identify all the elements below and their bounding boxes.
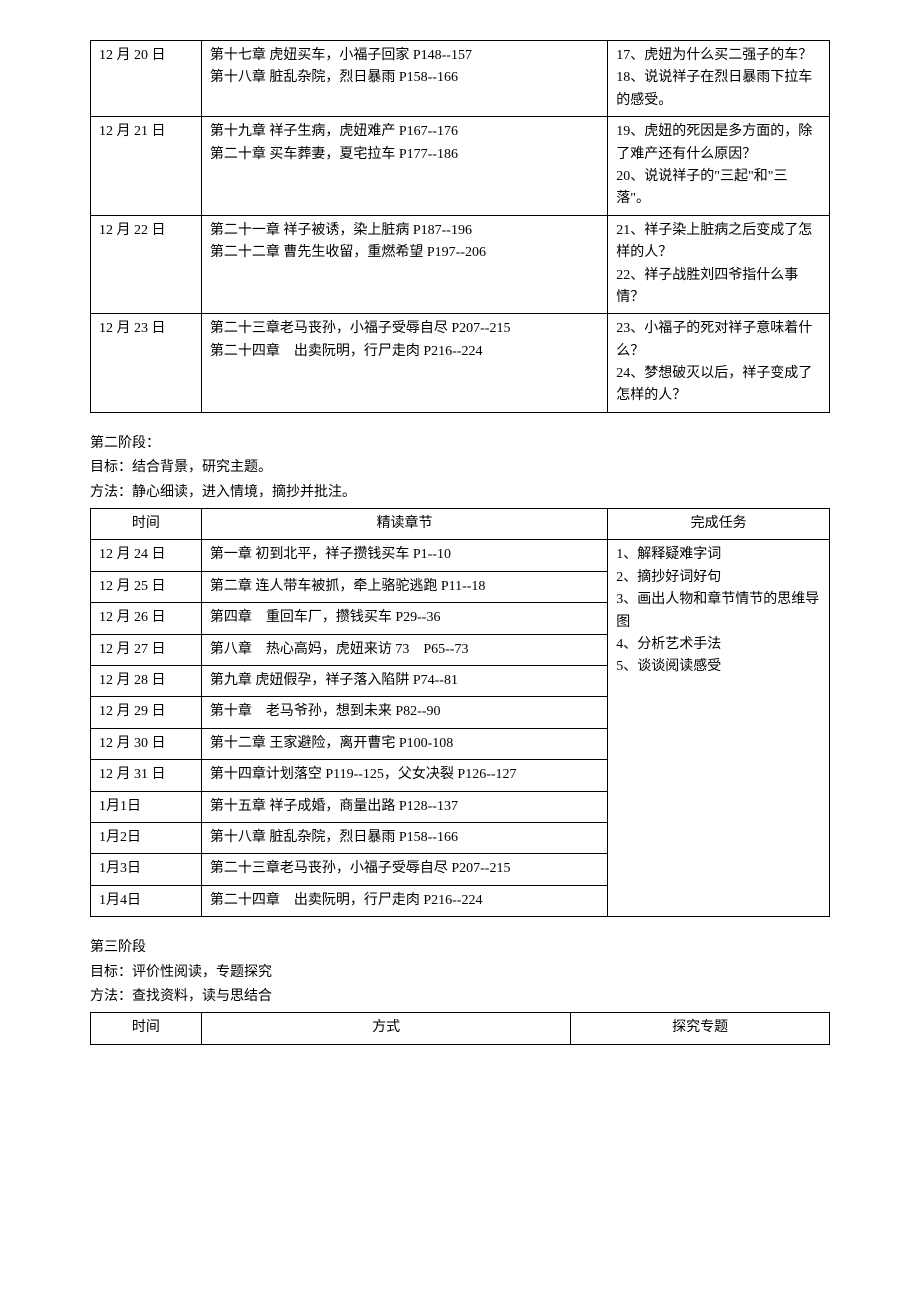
date-cell: 1月4日 (91, 885, 202, 916)
section-2-method: 方法：静心细读，进入情境，摘抄并批注。 (90, 482, 830, 504)
section-2-goal: 目标：结合背景，研究主题。 (90, 457, 830, 479)
table-row: 12 月 21 日第十九章 祥子生病，虎妞难产 P167--176第二十章 买车… (91, 117, 830, 216)
table-row: 12 月 20 日第十七章 虎妞买车，小福子回家 P148--157第十八章 脏… (91, 41, 830, 117)
date-cell: 12 月 30 日 (91, 728, 202, 759)
content-cell: 第十四章计划落空 P119--125，父女决裂 P126--127 (201, 760, 607, 791)
content-cell: 第二十三章老马丧孙，小福子受辱自尽 P207--215第二十四章 出卖阮明，行尸… (201, 314, 607, 413)
section-3-goal: 目标：评价性阅读，专题探究 (90, 962, 830, 984)
task-cell: 19、虎妞的死因是多方面的，除了难产还有什么原因？20、说说祥子的"三起"和"三… (608, 117, 830, 216)
content-cell: 第十二章 王家避险，离开曹宅 P100-108 (201, 728, 607, 759)
date-cell: 1月1日 (91, 791, 202, 822)
reading-plan-table-2: 时间 精读章节 完成任务 12 月 24 日第一章 初到北平，祥子攒钱买车 P1… (90, 508, 830, 917)
header-task: 完成任务 (608, 509, 830, 540)
header-topic: 探究专题 (571, 1013, 830, 1044)
date-cell: 12 月 26 日 (91, 603, 202, 634)
table-row: 12 月 24 日第一章 初到北平，祥子攒钱买车 P1--101、解释疑难字词2… (91, 540, 830, 571)
header-date: 时间 (91, 1013, 202, 1044)
content-cell: 第十章 老马爷孙，想到未来 P82--90 (201, 697, 607, 728)
date-cell: 12 月 28 日 (91, 665, 202, 696)
content-cell: 第九章 虎妞假孕，祥子落入陷阱 P74--81 (201, 665, 607, 696)
reading-plan-table-1: 12 月 20 日第十七章 虎妞买车，小福子回家 P148--157第十八章 脏… (90, 40, 830, 413)
date-cell: 12 月 31 日 (91, 760, 202, 791)
table-row: 12 月 23 日第二十三章老马丧孙，小福子受辱自尽 P207--215第二十四… (91, 314, 830, 413)
reading-plan-table-3: 时间 方式 探究专题 (90, 1012, 830, 1044)
content-cell: 第十五章 祥子成婚，商量出路 P128--137 (201, 791, 607, 822)
date-cell: 12 月 29 日 (91, 697, 202, 728)
date-cell: 12 月 21 日 (91, 117, 202, 216)
date-cell: 12 月 25 日 (91, 571, 202, 602)
date-cell: 12 月 24 日 (91, 540, 202, 571)
task-cell: 23、小福子的死对祥子意味着什么？24、梦想破灭以后，祥子变成了怎样的人？ (608, 314, 830, 413)
section-3-intro: 第三阶段 目标：评价性阅读，专题探究 方法：查找资料，读与思结合 (90, 937, 830, 1008)
content-cell: 第八章 热心高妈，虎妞来访 73 P65--73 (201, 634, 607, 665)
header-content: 精读章节 (201, 509, 607, 540)
section-2-title: 第二阶段： (90, 433, 830, 455)
date-cell: 1月3日 (91, 854, 202, 885)
section-3-method: 方法：查找资料，读与思结合 (90, 986, 830, 1008)
date-cell: 12 月 20 日 (91, 41, 202, 117)
date-cell: 12 月 22 日 (91, 215, 202, 314)
table-header-row: 时间 方式 探究专题 (91, 1013, 830, 1044)
date-cell: 12 月 27 日 (91, 634, 202, 665)
task-cell: 17、虎妞为什么买二强子的车？18、说说祥子在烈日暴雨下拉车的感受。 (608, 41, 830, 117)
date-cell: 1月2日 (91, 822, 202, 853)
task-cell: 21、祥子染上脏病之后变成了怎样的人？22、祥子战胜刘四爷指什么事情？ (608, 215, 830, 314)
content-cell: 第十八章 脏乱杂院，烈日暴雨 P158--166 (201, 822, 607, 853)
content-cell: 第四章 重回车厂，攒钱买车 P29--36 (201, 603, 607, 634)
content-cell: 第二十一章 祥子被诱，染上脏病 P187--196第二十二章 曹先生收留，重燃希… (201, 215, 607, 314)
content-cell: 第十七章 虎妞买车，小福子回家 P148--157第十八章 脏乱杂院，烈日暴雨 … (201, 41, 607, 117)
content-cell: 第二十四章 出卖阮明，行尸走肉 P216--224 (201, 885, 607, 916)
table-header-row: 时间 精读章节 完成任务 (91, 509, 830, 540)
header-method: 方式 (201, 1013, 571, 1044)
content-cell: 第十九章 祥子生病，虎妞难产 P167--176第二十章 买车葬妻，夏宅拉车 P… (201, 117, 607, 216)
content-cell: 第一章 初到北平，祥子攒钱买车 P1--10 (201, 540, 607, 571)
content-cell: 第二章 连人带车被抓，牵上骆驼逃跑 P11--18 (201, 571, 607, 602)
task-cell: 1、解释疑难字词2、摘抄好词好句3、画出人物和章节情节的思维导图4、分析艺术手法… (608, 540, 830, 917)
section-3-title: 第三阶段 (90, 937, 830, 959)
date-cell: 12 月 23 日 (91, 314, 202, 413)
section-2-intro: 第二阶段： 目标：结合背景，研究主题。 方法：静心细读，进入情境，摘抄并批注。 (90, 433, 830, 504)
table-row: 12 月 22 日第二十一章 祥子被诱，染上脏病 P187--196第二十二章 … (91, 215, 830, 314)
content-cell: 第二十三章老马丧孙，小福子受辱自尽 P207--215 (201, 854, 607, 885)
header-date: 时间 (91, 509, 202, 540)
